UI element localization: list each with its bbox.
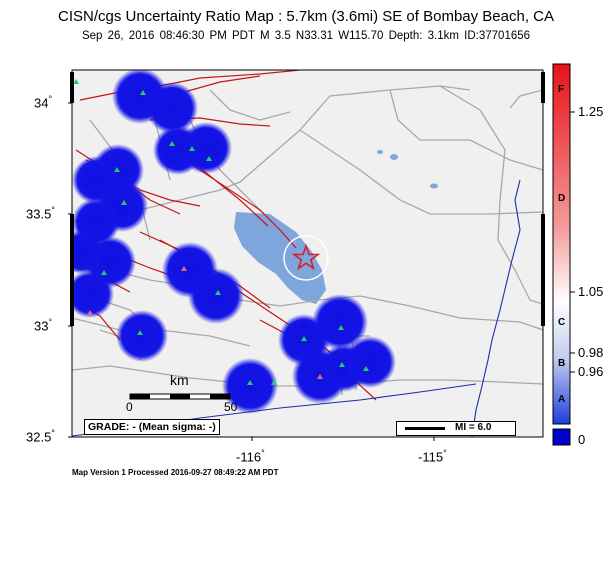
scale-unit-label: km — [170, 372, 189, 388]
colorbar-tick-0-96: 0.96 — [578, 364, 604, 379]
colorbar-letter-c: C — [558, 317, 566, 328]
star-icon — [291, 243, 321, 271]
triangle-icon — [271, 380, 277, 385]
scale-bar — [129, 393, 231, 400]
uncertainty-circles — [72, 70, 396, 414]
mi-legend-label: MI = 6.0 — [455, 422, 492, 433]
epicenter-ring — [283, 235, 329, 281]
triangle-icon — [121, 200, 127, 205]
uncertainty-circle — [146, 82, 198, 134]
lat-label-33: 33° — [34, 317, 53, 334]
uncertainty-circle — [222, 358, 278, 414]
lat-label-34: 34° — [34, 94, 53, 111]
stations-layer — [73, 58, 369, 385]
stations-red — [87, 266, 323, 379]
colorbar-tick-0: 0 — [578, 432, 586, 447]
triangle-icon — [317, 374, 323, 379]
grade-label: GRADE: - (Mean sigma: -) — [84, 419, 220, 435]
small-lake — [377, 150, 383, 154]
triangle-icon — [140, 90, 146, 95]
triangle-icon — [206, 156, 212, 161]
lon-label-116: -116° — [236, 448, 265, 465]
triangle-icon — [114, 167, 120, 172]
colorbar-letter-a: A — [558, 394, 566, 405]
uncertainty-circle — [72, 270, 114, 318]
triangle-icon — [181, 266, 187, 271]
triangle-icon — [189, 146, 195, 151]
salton-sea-lake — [234, 212, 326, 304]
triangle-icon — [338, 325, 344, 330]
triangle-icon — [215, 290, 221, 295]
uncertainty-circle — [72, 230, 104, 274]
uncertainty-circle — [344, 336, 396, 388]
triangle-icon — [73, 79, 79, 84]
colorbar-tick-0-98: 0.98 — [578, 345, 604, 360]
small-lake — [430, 183, 438, 189]
colorbar-tick-1-25: 1.25 — [578, 104, 604, 119]
triangle-icon — [339, 362, 345, 367]
mi-legend: MI = 6.0 — [396, 421, 516, 436]
triangle-icon — [247, 380, 253, 385]
page-title: CISN/cgs Uncertainty Ratio Map : 5.7km (… — [57, 8, 555, 25]
small-lake — [390, 154, 398, 160]
uncertainty-circle — [116, 310, 168, 362]
mi-legend-line — [405, 427, 445, 430]
colorbar-tick-1-05: 1.05 — [578, 284, 604, 299]
scale-zero-label: 0 — [126, 400, 133, 414]
triangle-icon — [363, 366, 369, 371]
triangle-icon — [301, 336, 307, 341]
colorbar-letter-b: B — [558, 358, 566, 369]
frame-thick-bars — [70, 72, 545, 326]
uncertainty-circle — [188, 268, 244, 324]
lat-label-32-5: 32.5° — [26, 428, 55, 445]
triangle-icon — [87, 310, 93, 315]
map-footer: Map Version 1 Processed 2016-09-27 08:49… — [72, 468, 279, 477]
uncertainty-circle — [312, 294, 368, 350]
triangle-icon — [101, 270, 107, 275]
uncertainty-circle — [153, 125, 203, 175]
colorbar — [552, 63, 575, 446]
colorbar-letter-d: D — [558, 193, 566, 204]
lon-label-115: -115° — [418, 448, 447, 465]
colorbar-zero-swatch — [552, 428, 571, 446]
scale-end-label: 50 — [224, 400, 238, 414]
colorbar-letter-f: F — [558, 84, 565, 95]
lat-label-33-5: 33.5° — [26, 205, 55, 222]
triangle-icon — [137, 330, 143, 335]
triangle-icon — [169, 141, 175, 146]
event-subtitle: Sep 26, 2016 08:46:30 PM PDT M 3.5 N33.3… — [81, 30, 531, 42]
triangle-icon — [179, 58, 185, 63]
